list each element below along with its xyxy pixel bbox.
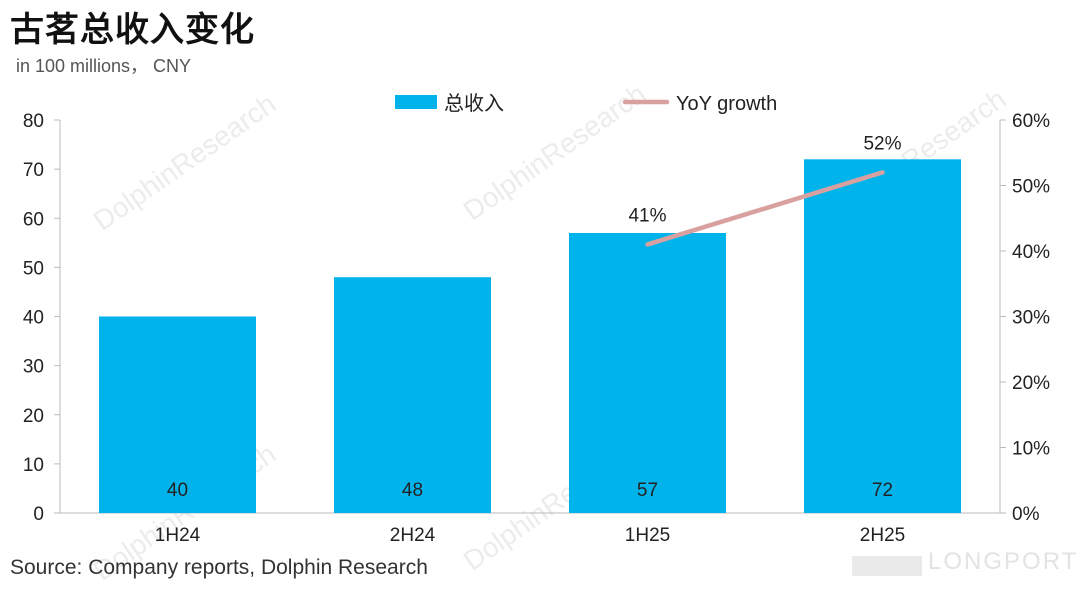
x-tick-label: 1H24 — [155, 525, 201, 546]
longport-logo-icon — [852, 556, 922, 576]
bar-data-label: 57 — [637, 480, 658, 501]
bar-data-label: 72 — [872, 480, 893, 501]
data-labels: 40 48 57 72 41% 52% — [167, 133, 902, 501]
chart-subtitle: in 100 millions， CNY — [16, 56, 192, 76]
legend: 总收入 YoY growth — [395, 92, 777, 115]
bar-2H25 — [804, 159, 961, 514]
bar-data-label: 40 — [167, 480, 188, 501]
yoy-line — [645, 170, 885, 247]
y-left-tick-label: 10 — [23, 455, 44, 476]
bar-data-label: 48 — [402, 480, 423, 501]
source-note: Source: Company reports, Dolphin Researc… — [10, 556, 428, 579]
bar-1H24 — [99, 316, 256, 513]
y-left-tick-label: 60 — [23, 209, 44, 230]
legend-line-label: YoY growth — [676, 93, 777, 115]
bars — [99, 159, 961, 514]
brand-watermark: LONGPORT — [928, 548, 1079, 575]
yoy-data-label: 41% — [628, 205, 666, 226]
chart-title: 古茗总收入变化 — [10, 10, 255, 50]
legend-bar-label: 总收入 — [444, 92, 504, 115]
y-right-tick-label: 10% — [1012, 439, 1050, 460]
yoy-data-label: 52% — [863, 133, 901, 154]
y-right-tick-label: 60% — [1012, 111, 1050, 132]
y-left-tick-label: 50 — [23, 258, 44, 279]
bar-2H24 — [334, 277, 491, 513]
y-right-tick-label: 0% — [1012, 504, 1040, 525]
y-left-tick-label: 70 — [23, 160, 44, 181]
x-tick-label: 1H25 — [625, 525, 670, 546]
y-right-tick-label: 20% — [1012, 373, 1050, 394]
y-left-tick-label: 30 — [23, 357, 44, 378]
y-left-tick-label: 0 — [33, 504, 44, 525]
legend-bar-swatch — [395, 95, 437, 109]
y-right-tick-label: 30% — [1012, 308, 1050, 329]
y-left-tick-label: 20 — [23, 406, 44, 427]
x-tick-label: 2H24 — [390, 525, 436, 546]
y-left-tick-label: 80 — [23, 111, 44, 132]
y-right-tick-label: 50% — [1012, 177, 1050, 198]
watermark-text: DolphinResearch — [88, 88, 282, 237]
bar-1H25 — [569, 232, 726, 514]
y-left-tick-label: 40 — [23, 308, 44, 329]
yoy-growth-line — [645, 170, 885, 247]
x-tick-label: 2H25 — [860, 525, 905, 546]
y-right-tick-label: 40% — [1012, 242, 1050, 263]
